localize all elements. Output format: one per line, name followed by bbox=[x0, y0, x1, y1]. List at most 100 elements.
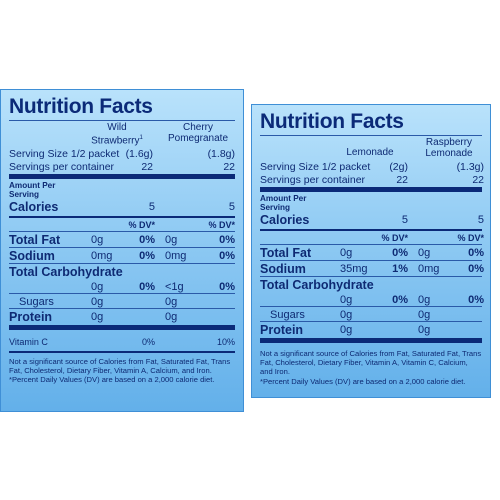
sodium-row: Sodium 0mg 0% 0mg 0% bbox=[9, 248, 235, 263]
col2-header: Cherry Pomegranate bbox=[167, 122, 229, 144]
calories-col1: 5 bbox=[401, 214, 408, 226]
carb-col2-amount: 0g bbox=[418, 294, 431, 306]
divider bbox=[260, 229, 482, 231]
fat-col1-dv: 0% bbox=[392, 247, 408, 259]
sugars-col2: 0g bbox=[165, 296, 178, 308]
serving-col2: (1.8g) bbox=[207, 148, 235, 160]
divider bbox=[260, 321, 482, 322]
fat-col2-amount: 0g bbox=[418, 247, 431, 259]
carb-col1-dv: 0% bbox=[139, 281, 155, 293]
calories-row: Calories 5 5 bbox=[260, 212, 484, 227]
vitamin-c-col2: 10% bbox=[216, 337, 235, 347]
dv-col1: % DV* bbox=[381, 233, 408, 243]
calories-col1: 5 bbox=[148, 201, 155, 213]
calories-row: Calories 5 5 bbox=[9, 199, 235, 214]
total-carb-row: Total Carbohydrate bbox=[9, 264, 235, 279]
panel-title: Nutrition Facts bbox=[9, 95, 153, 118]
col2-header: Raspberry Lemonade bbox=[425, 137, 473, 159]
dv-col2: % DV* bbox=[457, 233, 484, 243]
nutrition-panel-left: Nutrition Facts Wild Strawberry1 Cherry … bbox=[0, 89, 244, 412]
fat-col2-dv: 0% bbox=[468, 247, 484, 259]
carb-col2-dv: 0% bbox=[468, 294, 484, 306]
calories-label: Calories bbox=[260, 213, 310, 227]
divider bbox=[9, 216, 235, 218]
footnote-not-significant: Not a significant source of Calories fro… bbox=[9, 357, 231, 376]
divider bbox=[9, 351, 235, 353]
vitamin-c-col1: 0% bbox=[141, 337, 155, 347]
divider bbox=[9, 120, 235, 121]
sodium-col2-dv: 0% bbox=[468, 263, 484, 275]
divider bbox=[260, 276, 482, 277]
sodium-row: Sodium 35mg 1% 0mg 0% bbox=[260, 261, 484, 276]
sugars-col1: 0g bbox=[340, 309, 353, 321]
col1-name: Wild Strawberry bbox=[91, 122, 140, 147]
sugars-col2: 0g bbox=[418, 309, 431, 321]
protein-row: Protein 0g 0g bbox=[260, 322, 482, 337]
sodium-col1-amount: 35mg bbox=[340, 263, 368, 275]
divider bbox=[260, 260, 482, 261]
carb-col2-amount: <1g bbox=[165, 281, 184, 293]
total-carb-label: Total Carbohydrate bbox=[260, 278, 374, 292]
sodium-label: Sodium bbox=[9, 249, 55, 263]
divider bbox=[260, 306, 482, 307]
fat-col2-dv: 0% bbox=[219, 234, 235, 246]
serving-size-label: Serving Size 1/2 packet bbox=[9, 148, 120, 160]
sodium-col1-amount: 0mg bbox=[91, 250, 113, 262]
dv-header-row: % DV* % DV* bbox=[9, 218, 235, 231]
servings-row: Servings per container 22 22 bbox=[9, 160, 235, 173]
total-carb-row: Total Carbohydrate bbox=[260, 277, 482, 292]
servings-label: Servings per container bbox=[9, 161, 115, 173]
sodium-col2-amount: 0mg bbox=[165, 250, 187, 262]
sodium-col2-dv: 0% bbox=[219, 250, 235, 262]
column-headers: Wild Strawberry1 Cherry Pomegranate bbox=[9, 122, 235, 148]
sodium-col1-dv: 0% bbox=[139, 250, 155, 262]
servings-col1: 22 bbox=[141, 161, 153, 173]
protein-col1: 0g bbox=[91, 311, 104, 323]
serving-size-row: Serving Size 1/2 packet (1.6g) (1.8g) bbox=[9, 148, 235, 160]
fat-col1-amount: 0g bbox=[91, 234, 104, 246]
protein-label: Protein bbox=[9, 310, 53, 324]
amount-per-serving: Amount Per Serving bbox=[260, 194, 307, 212]
footnote-not-significant: Not a significant source of Calories fro… bbox=[260, 349, 482, 377]
protein-col1: 0g bbox=[340, 324, 353, 336]
protein-col2: 0g bbox=[165, 311, 178, 323]
col1-header: Lemonade bbox=[346, 147, 394, 158]
total-carb-label: Total Carbohydrate bbox=[9, 265, 123, 279]
carb-values-row: 0g 0% <1g 0% bbox=[9, 279, 235, 293]
carb-values-row: 0g 0% 0g 0% bbox=[260, 292, 484, 306]
divider bbox=[260, 135, 482, 136]
sodium-label: Sodium bbox=[260, 262, 306, 276]
serving-col1: (2g) bbox=[389, 161, 408, 173]
vitamin-c-row: Vitamin C 0% 10% bbox=[9, 330, 235, 348]
sodium-col1-dv: 1% bbox=[392, 263, 408, 275]
total-fat-row: Total Fat 0g 0% 0g 0% bbox=[9, 232, 235, 247]
serving-col1: (1.6g) bbox=[125, 148, 153, 160]
serving-size-label: Serving Size 1/2 packet bbox=[260, 161, 371, 173]
dv-col2: % DV* bbox=[208, 220, 235, 230]
divider-thick bbox=[260, 338, 482, 343]
divider bbox=[9, 293, 235, 294]
divider bbox=[9, 231, 235, 232]
col1-header: Wild Strawberry1 bbox=[81, 122, 153, 146]
serving-col2: (1.3g) bbox=[456, 161, 484, 173]
sugars-row: Sugars 0g 0g bbox=[260, 307, 482, 321]
calories-col2: 5 bbox=[477, 214, 484, 226]
carb-col2-dv: 0% bbox=[219, 281, 235, 293]
divider-thick bbox=[9, 174, 235, 179]
vitamin-c-label: Vitamin C bbox=[9, 337, 48, 347]
divider bbox=[260, 244, 482, 245]
servings-col1: 22 bbox=[396, 174, 408, 186]
servings-row: Servings per container 22 22 bbox=[260, 173, 484, 186]
total-fat-label: Total Fat bbox=[9, 233, 61, 247]
nutrition-panel-right: Nutrition Facts Lemonade Raspberry Lemon… bbox=[251, 104, 491, 398]
divider-thick bbox=[9, 325, 235, 330]
total-fat-label: Total Fat bbox=[260, 246, 312, 260]
divider bbox=[9, 263, 235, 264]
serving-size-row: Serving Size 1/2 packet (2g) (1.3g) bbox=[260, 161, 484, 173]
divider bbox=[9, 247, 235, 248]
servings-col2: 22 bbox=[472, 174, 484, 186]
panel-title: Nutrition Facts bbox=[260, 110, 404, 133]
fat-col1-amount: 0g bbox=[340, 247, 353, 259]
sugars-label: Sugars bbox=[19, 296, 54, 308]
divider bbox=[9, 308, 235, 309]
